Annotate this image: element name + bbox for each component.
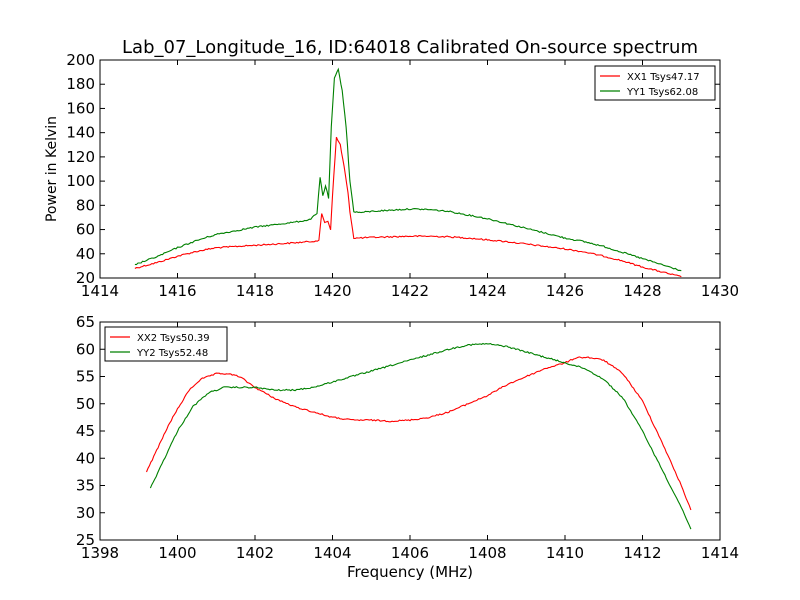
x-tick-label: 1406 (391, 544, 429, 562)
x-tick-label: 1398 (81, 544, 119, 562)
series-line-2-2 (149, 342, 692, 530)
y-tick-label: 160 (66, 99, 95, 117)
x-tick-label: 1408 (468, 544, 506, 562)
x-tick-label: 1404 (313, 544, 351, 562)
x-tick-label: 1418 (236, 282, 274, 300)
legend-label: XX1 Tsys47.17 (627, 72, 700, 83)
series-line-1-2 (134, 67, 682, 272)
x-tick-label: 1414 (701, 544, 739, 562)
y-tick-label: 35 (76, 477, 95, 495)
y-tick-label: 100 (66, 172, 95, 190)
legend-label: YY1 Tsys62.08 (626, 87, 698, 98)
y-tick-label: 60 (76, 340, 95, 358)
x-tick-label: 1420 (313, 282, 351, 300)
y-axis-label: Power in Kelvin (44, 116, 60, 222)
y-tick-label: 50 (76, 395, 95, 413)
series-line-1-1 (134, 136, 682, 278)
subplot-2: 1398 1400 1402 1404 1406 1408 1410 1412 1414 25 30… (76, 313, 739, 562)
x-tick-label: 1412 (623, 544, 661, 562)
y-tick-label: 40 (76, 245, 95, 263)
x-axis-label: Frequency (MHz) (347, 563, 473, 581)
x-tick-label: 1430 (701, 282, 739, 300)
legend-box (594, 65, 716, 101)
legend-label: XX2 Tsys50.39 (137, 333, 210, 344)
x-tick-label: 1426 (546, 282, 584, 300)
x-tick-label: 1422 (391, 282, 429, 300)
y-tick-label: 80 (76, 196, 95, 214)
x-tick-label: 1410 (546, 544, 584, 562)
y-tick-label: 65 (76, 313, 95, 331)
series-line-2-1 (145, 356, 692, 511)
legend-label: YY2 Tsys52.48 (136, 348, 208, 359)
y-tick-label: 55 (76, 368, 95, 386)
y-tick-label: 25 (76, 531, 95, 549)
subplot-1: 1414 1416 1418 1420 1422 1424 1426 1428 1430 20 40… (66, 51, 739, 300)
y-tick-label: 60 (76, 221, 95, 239)
legend-2: XX2 Tsys50.39 YY2 Tsys52.48 (104, 326, 228, 362)
y-tick-label: 30 (76, 504, 95, 522)
chart-title: Lab_07_Longitude_16, ID:64018 Calibrated… (122, 37, 698, 58)
x-tick-label: 1428 (623, 282, 661, 300)
x-tick-label: 1400 (158, 544, 196, 562)
x-tick-label: 1416 (158, 282, 196, 300)
y-tick-label: 180 (66, 75, 95, 93)
y-tick-label: 45 (76, 422, 95, 440)
y-tick-label: 140 (66, 124, 95, 142)
y-tick-label: 20 (76, 269, 95, 287)
y-tick-label: 40 (76, 449, 95, 467)
y-tick-label: 200 (66, 51, 95, 69)
plot-area: 1414 1416 1418 1420 1422 1424 1426 1428 1430 20 40… (66, 51, 739, 562)
legend-1: XX1 Tsys47.17 YY1 Tsys62.08 (594, 65, 716, 101)
x-tick-label: 1424 (468, 282, 506, 300)
x-tick-label: 1402 (236, 544, 274, 562)
y-tick-label: 120 (66, 148, 95, 166)
x-tick-label: 1414 (81, 282, 119, 300)
legend-box (104, 326, 228, 362)
